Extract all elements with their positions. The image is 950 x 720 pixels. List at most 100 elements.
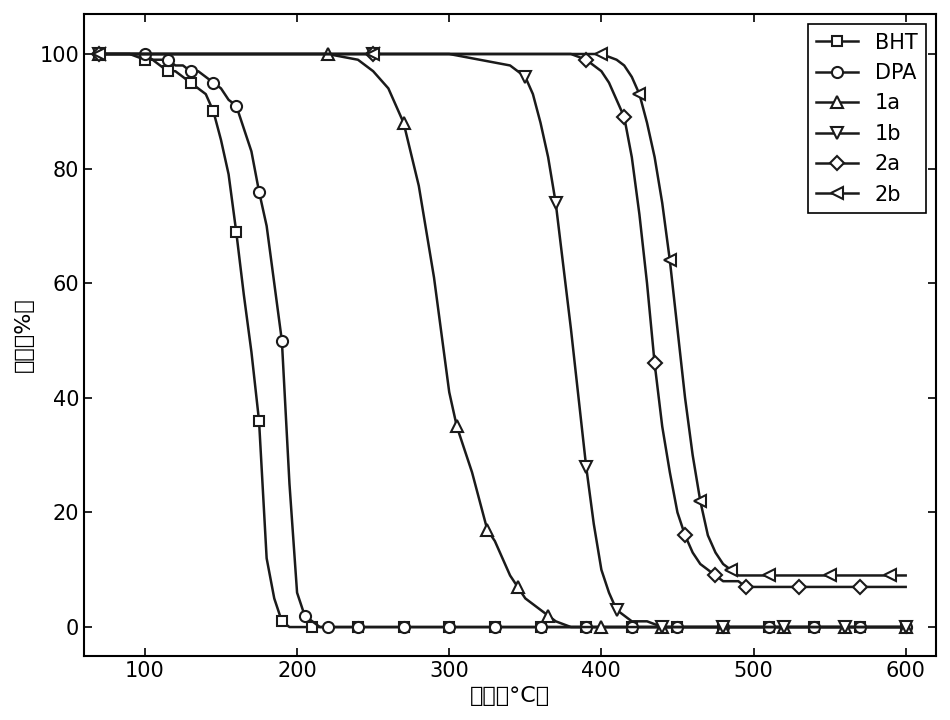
2a bbox=[565, 50, 577, 58]
DPA bbox=[314, 623, 326, 631]
2a bbox=[884, 582, 896, 591]
Line: 1b: 1b bbox=[94, 48, 911, 633]
2a bbox=[725, 577, 736, 585]
2a bbox=[854, 582, 865, 591]
2b bbox=[292, 50, 303, 58]
2a bbox=[687, 548, 698, 557]
2a bbox=[641, 279, 653, 287]
1a bbox=[527, 600, 539, 608]
2b bbox=[687, 451, 698, 459]
2b bbox=[444, 50, 455, 58]
BHT bbox=[580, 623, 592, 631]
1a bbox=[93, 50, 104, 58]
1b bbox=[596, 565, 607, 574]
2b bbox=[649, 153, 660, 161]
1a bbox=[459, 445, 470, 454]
2b bbox=[778, 571, 789, 580]
1a bbox=[535, 606, 546, 614]
2a bbox=[626, 153, 637, 161]
DPA bbox=[178, 61, 189, 70]
2a bbox=[793, 582, 805, 591]
2b bbox=[869, 571, 881, 580]
1b bbox=[527, 90, 539, 99]
1b bbox=[702, 623, 713, 631]
1b bbox=[824, 623, 835, 631]
2a bbox=[580, 55, 592, 64]
1a bbox=[793, 623, 805, 631]
1a bbox=[656, 623, 668, 631]
Line: 1a: 1a bbox=[94, 48, 911, 633]
2a bbox=[216, 50, 227, 58]
2b bbox=[580, 50, 592, 58]
1b bbox=[444, 50, 455, 58]
BHT bbox=[428, 623, 440, 631]
1a bbox=[383, 84, 394, 93]
2b bbox=[900, 571, 911, 580]
1a bbox=[322, 50, 333, 58]
BHT bbox=[565, 623, 577, 631]
BHT bbox=[93, 50, 104, 58]
BHT bbox=[178, 73, 189, 81]
1b bbox=[732, 623, 744, 631]
1a bbox=[398, 119, 409, 127]
2a bbox=[702, 565, 713, 574]
DPA bbox=[193, 67, 204, 76]
1a bbox=[504, 571, 516, 580]
2b bbox=[656, 199, 668, 207]
2a bbox=[649, 359, 660, 368]
BHT bbox=[489, 623, 501, 631]
2a bbox=[710, 571, 721, 580]
Line: 2a: 2a bbox=[94, 49, 910, 592]
2a bbox=[634, 210, 645, 219]
1b bbox=[565, 325, 577, 333]
1a bbox=[368, 67, 379, 76]
1b bbox=[626, 617, 637, 626]
1b bbox=[672, 623, 683, 631]
DPA bbox=[839, 623, 850, 631]
1a bbox=[732, 623, 744, 631]
2b bbox=[839, 571, 850, 580]
1a bbox=[520, 594, 531, 603]
2b bbox=[748, 571, 759, 580]
1a bbox=[596, 623, 607, 631]
1a bbox=[778, 623, 789, 631]
2a bbox=[444, 50, 455, 58]
1b bbox=[748, 623, 759, 631]
2a bbox=[368, 50, 379, 58]
2b bbox=[717, 559, 729, 568]
1a bbox=[672, 623, 683, 631]
DPA bbox=[93, 50, 104, 58]
2a bbox=[900, 582, 911, 591]
1a bbox=[413, 181, 425, 190]
2a bbox=[740, 582, 751, 591]
1b bbox=[884, 623, 896, 631]
2b bbox=[808, 571, 820, 580]
1a bbox=[489, 537, 501, 546]
2a bbox=[869, 582, 881, 591]
2b bbox=[634, 90, 645, 99]
2b bbox=[626, 73, 637, 81]
1a bbox=[428, 273, 440, 282]
2b bbox=[140, 50, 151, 58]
2b bbox=[763, 571, 774, 580]
1b bbox=[520, 73, 531, 81]
2a bbox=[694, 559, 706, 568]
1b bbox=[368, 50, 379, 58]
1a bbox=[451, 422, 463, 431]
1a bbox=[550, 617, 561, 626]
1b bbox=[687, 623, 698, 631]
1b bbox=[611, 606, 622, 614]
1a bbox=[687, 623, 698, 631]
1a bbox=[140, 50, 151, 58]
2a bbox=[596, 67, 607, 76]
1a bbox=[474, 497, 485, 505]
2b bbox=[611, 55, 622, 64]
2b bbox=[679, 394, 691, 402]
1b bbox=[839, 623, 850, 631]
2a bbox=[292, 50, 303, 58]
2b bbox=[641, 119, 653, 127]
1b bbox=[216, 50, 227, 58]
2b bbox=[618, 61, 630, 70]
1b bbox=[900, 623, 911, 631]
Line: 2b: 2b bbox=[94, 48, 911, 581]
